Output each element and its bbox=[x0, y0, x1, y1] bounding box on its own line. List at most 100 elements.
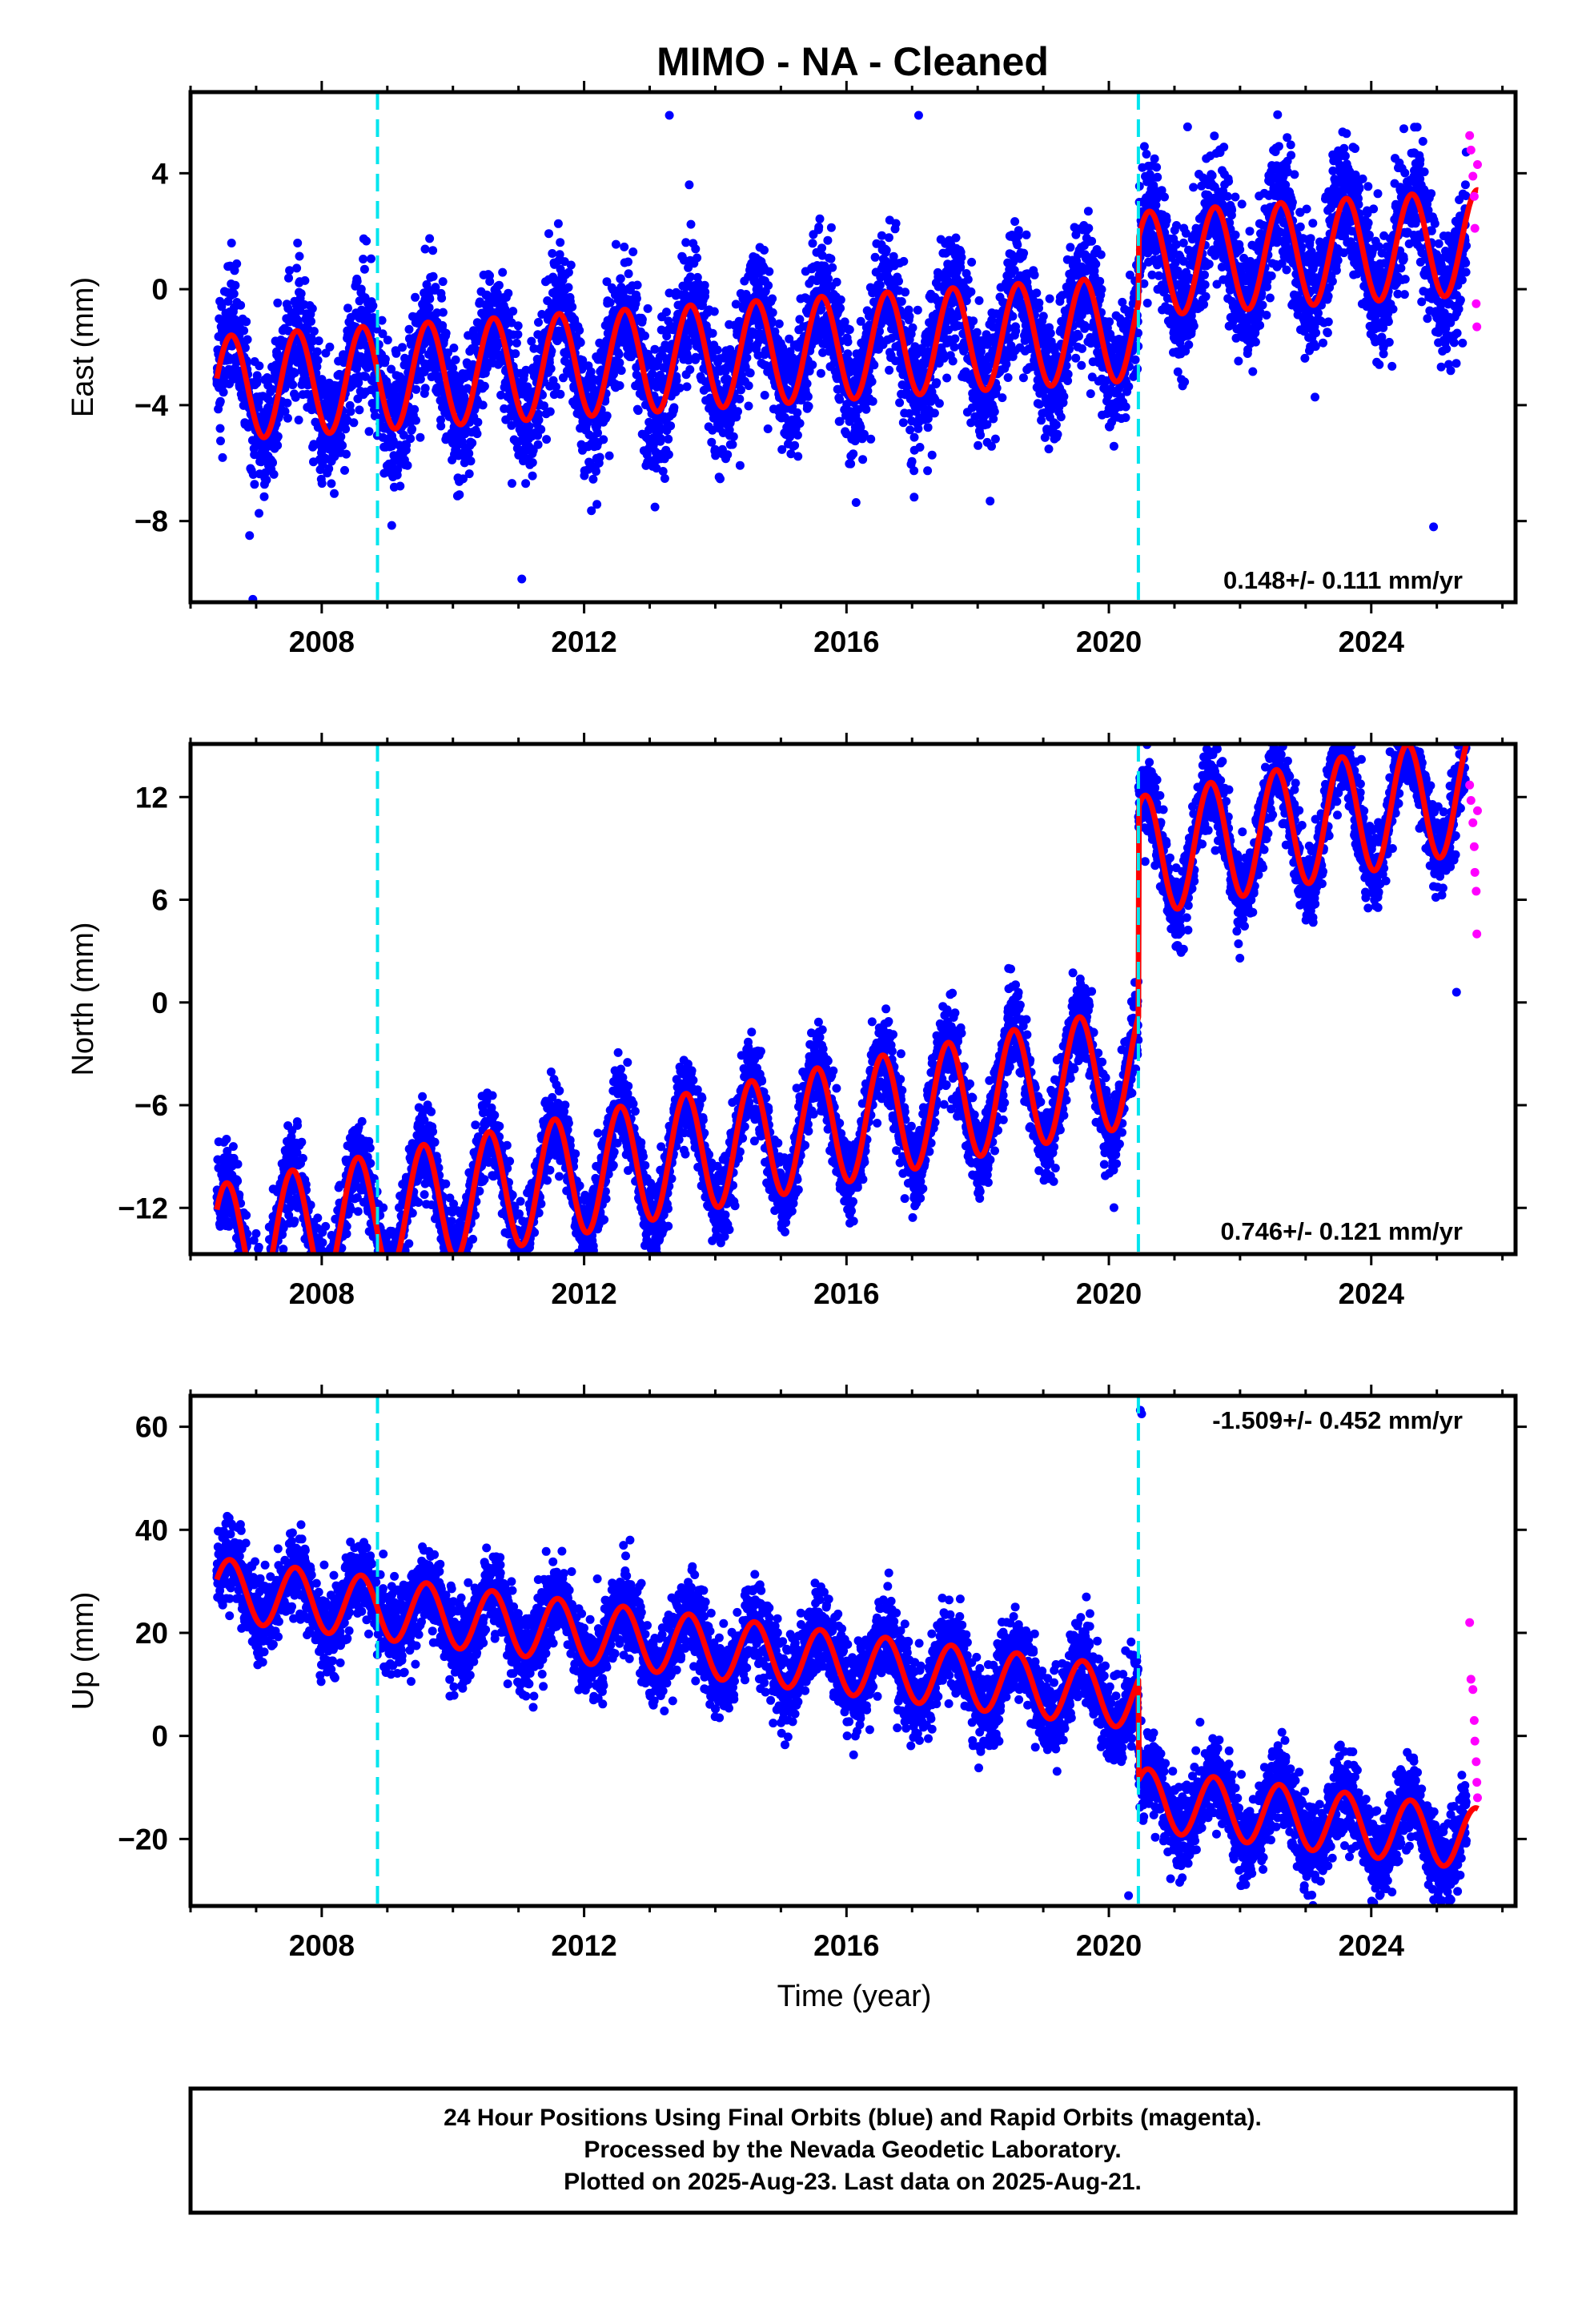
data-point bbox=[990, 407, 999, 416]
data-point bbox=[1124, 382, 1134, 392]
data-point bbox=[568, 302, 577, 312]
data-point bbox=[513, 321, 523, 331]
data-point bbox=[804, 401, 813, 411]
data-point bbox=[399, 430, 408, 440]
data-point bbox=[909, 466, 919, 476]
data-point bbox=[615, 381, 624, 390]
data-point bbox=[909, 432, 919, 442]
data-point bbox=[845, 325, 854, 335]
data-point bbox=[908, 323, 917, 332]
data-point bbox=[790, 440, 800, 450]
data-point bbox=[292, 263, 302, 273]
data-point bbox=[836, 295, 845, 304]
data-point bbox=[832, 277, 841, 287]
data-point bbox=[974, 296, 984, 305]
data-point bbox=[466, 456, 476, 466]
data-point bbox=[666, 421, 676, 431]
data-point bbox=[1152, 163, 1162, 172]
data-point bbox=[691, 244, 701, 254]
data-point bbox=[356, 284, 366, 294]
data-point bbox=[425, 294, 435, 304]
data-point bbox=[881, 245, 891, 255]
data-point bbox=[763, 424, 773, 433]
data-point bbox=[359, 264, 369, 274]
data-point bbox=[843, 337, 853, 347]
data-point bbox=[823, 235, 833, 245]
data-point bbox=[774, 319, 784, 328]
data-point bbox=[252, 371, 262, 380]
data-point bbox=[1053, 429, 1062, 439]
data-point bbox=[593, 428, 602, 438]
data-point bbox=[436, 421, 446, 431]
data-point bbox=[760, 245, 769, 255]
data-point bbox=[1046, 328, 1055, 338]
data-point bbox=[966, 287, 976, 296]
data-point bbox=[255, 509, 263, 518]
data-point bbox=[218, 452, 227, 462]
data-point bbox=[307, 304, 317, 313]
data-point bbox=[592, 467, 600, 476]
data-point bbox=[729, 432, 738, 441]
data-point bbox=[650, 502, 660, 512]
data-point bbox=[336, 432, 346, 441]
data-point bbox=[227, 239, 236, 247]
data-point bbox=[992, 384, 1002, 393]
data-point bbox=[605, 298, 615, 308]
data-point bbox=[624, 257, 632, 267]
data-point bbox=[768, 308, 777, 317]
data-point bbox=[359, 255, 368, 263]
data-point bbox=[1030, 270, 1039, 279]
data-point bbox=[556, 389, 565, 399]
data-point bbox=[391, 348, 401, 358]
data-point bbox=[664, 434, 673, 444]
data-point bbox=[1059, 392, 1069, 401]
data-point bbox=[420, 244, 430, 254]
data-point bbox=[1142, 150, 1151, 159]
data-point bbox=[802, 379, 812, 388]
data-point bbox=[450, 370, 460, 380]
data-point bbox=[998, 393, 1007, 403]
data-point bbox=[420, 384, 430, 393]
data-point bbox=[464, 448, 474, 458]
data-point bbox=[431, 283, 440, 292]
data-point bbox=[398, 343, 407, 352]
data-point bbox=[972, 328, 982, 337]
data-point bbox=[897, 297, 906, 306]
data-point bbox=[575, 326, 584, 335]
data-point bbox=[672, 376, 681, 385]
data-point bbox=[616, 274, 625, 283]
data-point bbox=[1034, 298, 1044, 308]
data-point bbox=[803, 392, 813, 401]
data-point bbox=[620, 242, 629, 251]
data-point bbox=[611, 239, 620, 249]
data-point bbox=[1003, 373, 1013, 382]
data-point bbox=[808, 360, 817, 370]
data-point bbox=[828, 263, 837, 272]
data-point bbox=[364, 427, 374, 436]
data-point bbox=[901, 287, 910, 297]
data-point bbox=[355, 405, 364, 415]
data-point bbox=[219, 388, 228, 397]
data-point bbox=[273, 298, 283, 308]
data-point bbox=[250, 480, 259, 489]
data-point bbox=[969, 316, 978, 326]
data-point bbox=[816, 368, 825, 378]
data-point bbox=[599, 435, 608, 444]
data-point bbox=[728, 440, 737, 449]
data-point bbox=[346, 407, 355, 416]
data-point bbox=[441, 328, 451, 338]
data-point bbox=[553, 219, 563, 228]
data-point bbox=[425, 234, 435, 243]
data-point bbox=[473, 417, 483, 427]
data-point bbox=[846, 459, 856, 468]
data-point bbox=[512, 338, 521, 348]
data-point bbox=[1018, 373, 1028, 383]
data-point bbox=[909, 493, 919, 502]
data-point bbox=[437, 293, 447, 303]
data-point bbox=[273, 440, 283, 450]
data-point bbox=[317, 479, 327, 489]
data-point bbox=[288, 380, 298, 389]
data-point bbox=[424, 303, 434, 312]
data-point bbox=[923, 466, 933, 476]
